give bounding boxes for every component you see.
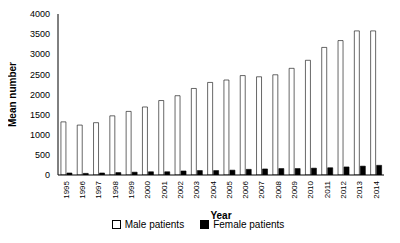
svg-text:2008: 2008 — [274, 180, 283, 198]
svg-text:Mean number: Mean number — [8, 62, 18, 127]
svg-text:1999: 1999 — [127, 180, 136, 198]
svg-text:2010: 2010 — [306, 180, 315, 198]
svg-text:2005: 2005 — [225, 180, 234, 198]
svg-text:1998: 1998 — [111, 180, 120, 198]
svg-text:2006: 2006 — [241, 180, 250, 198]
svg-text:2012: 2012 — [339, 180, 348, 198]
svg-text:2001: 2001 — [160, 180, 169, 198]
html-text:Female patients: Female patients — [213, 219, 285, 230]
html-text:Male patients: Male patients — [124, 219, 185, 230]
svg-text:1997: 1997 — [94, 180, 103, 198]
svg-text:2003: 2003 — [192, 180, 201, 198]
svg-text:1000: 1000 — [30, 130, 50, 140]
svg-text:0: 0 — [45, 170, 50, 180]
svg-text:2007: 2007 — [257, 180, 266, 198]
svg-text:2002: 2002 — [176, 180, 185, 198]
svg-text:2500: 2500 — [30, 70, 50, 80]
svg-text:2009: 2009 — [290, 180, 299, 198]
svg-text:1500: 1500 — [30, 110, 50, 120]
svg-text:2004: 2004 — [209, 180, 218, 198]
svg-text:500: 500 — [35, 150, 50, 160]
svg-text:2013: 2013 — [355, 180, 364, 198]
svg-text:4000: 4000 — [30, 9, 50, 19]
svg-text:2000: 2000 — [30, 90, 50, 100]
svg-text:1996: 1996 — [78, 180, 87, 198]
svg-text:3000: 3000 — [30, 49, 50, 59]
svg-text:2011: 2011 — [323, 180, 332, 198]
svg-text:Year: Year — [210, 210, 231, 221]
svg-text:1995: 1995 — [62, 180, 71, 198]
svg-text:2000: 2000 — [143, 180, 152, 198]
svg-text:3500: 3500 — [30, 29, 50, 39]
svg-text:2014: 2014 — [372, 180, 381, 198]
